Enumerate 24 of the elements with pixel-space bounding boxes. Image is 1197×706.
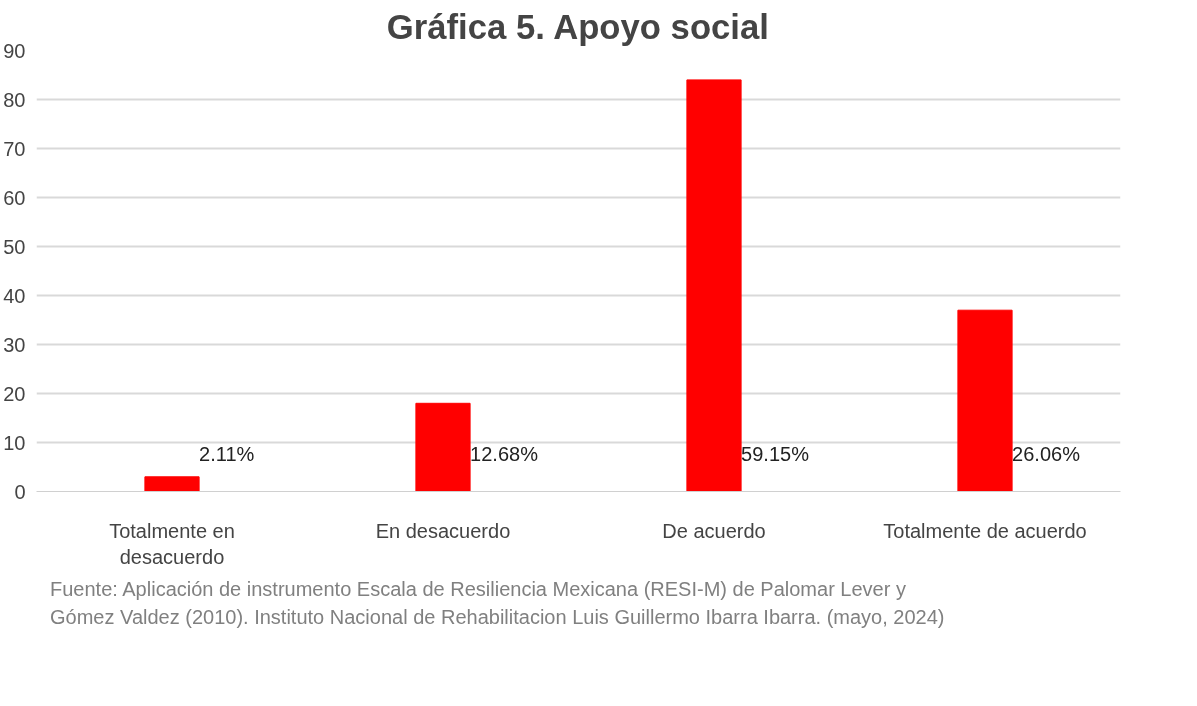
y-tick-label: 90 xyxy=(3,39,26,62)
bar xyxy=(144,476,200,492)
x-tick-label: En desacuerdo xyxy=(375,519,511,542)
chart-title: Gráfica 5. Apoyo social xyxy=(386,7,769,46)
annotation: 2.11% xyxy=(199,443,255,466)
y-tick-label: 40 xyxy=(3,284,26,307)
y-tick-label: 0 xyxy=(14,480,26,503)
bar xyxy=(957,309,1013,492)
x-tick-label: Totalmente en desacuerdo xyxy=(109,519,235,568)
annotation: 59.15% xyxy=(741,443,810,466)
y-tick-label: 60 xyxy=(3,186,26,209)
x-tick-label: De acuerdo xyxy=(662,519,766,542)
y-tick-label: 20 xyxy=(3,382,26,405)
y-tick-label: 30 xyxy=(3,333,26,356)
bar xyxy=(415,402,471,492)
annotation: 12.68% xyxy=(470,443,539,466)
y-tick-label: 70 xyxy=(3,137,26,160)
y-tick-label: 80 xyxy=(3,88,26,111)
y-tick-label: 50 xyxy=(3,235,26,258)
x-tick-label: Totalmente de acuerdo xyxy=(883,519,1087,542)
y-tick-label: 10 xyxy=(3,431,26,454)
source-note: Fuente: Aplicación de instrumento Escala de Resiliencia Mexicana (RESI-M) de Palomar Lever y Gómez Valdez (2010). Instituto Nacional de Rehabilitacion Luis Guillermo Ibarra Ibarra. (mayo, 2024) xyxy=(50,577,946,630)
annotation: 26.06% xyxy=(1012,443,1081,466)
bar xyxy=(686,79,742,492)
